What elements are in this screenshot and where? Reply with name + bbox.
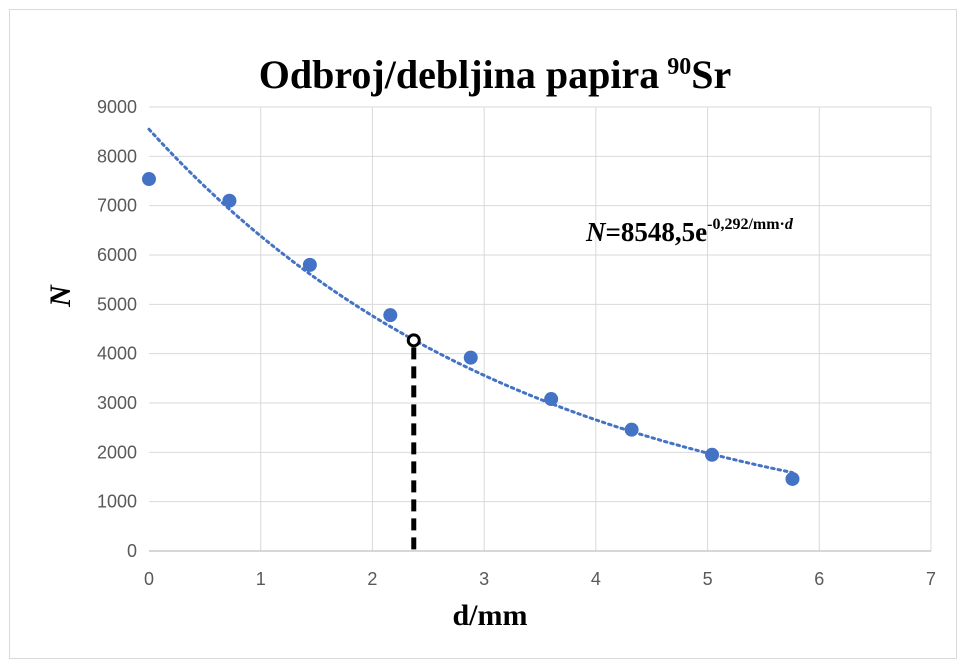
y-tick-label: 7000 (97, 196, 137, 216)
chart-frame: 0 1000 2000 3000 4000 5000 6000 7000 8000 9000 0 1 2… (9, 9, 957, 659)
data-point (785, 471, 800, 486)
chart-title: Odbroj/debljina papira 90Sr (259, 52, 731, 97)
chart-title-superscript: 90 (667, 54, 691, 80)
trendline (147, 127, 794, 475)
y-tick-label: 2000 (97, 442, 137, 462)
equation-exponent: -0,292/mm· (707, 216, 785, 233)
chart-title-text: Odbroj/debljina papira (259, 52, 659, 97)
y-tick-label: 4000 (97, 344, 137, 364)
x-tick-label: 1 (256, 569, 266, 589)
y-tick-label: 0 (127, 541, 137, 561)
y-tick-label: 6000 (97, 245, 137, 265)
data-point (544, 392, 559, 407)
grid (149, 106, 932, 551)
x-tick-label: 4 (591, 569, 601, 589)
chart: 0 1000 2000 3000 4000 5000 6000 7000 8000 9000 0 1 2… (44, 52, 936, 632)
y-tick-label: 9000 (97, 97, 137, 117)
y-tick-label: 8000 (97, 146, 137, 166)
y-axis-title: N (44, 284, 77, 308)
points-group (142, 172, 800, 486)
y-tick-label: 3000 (97, 393, 137, 413)
data-point (705, 447, 720, 462)
highlight-group (406, 333, 421, 554)
equation-main: =8548,5e (606, 217, 708, 247)
data-point (302, 257, 317, 272)
x-tick-label: 0 (144, 569, 154, 589)
data-point (463, 350, 478, 365)
chart-title-suffix: Sr (691, 52, 731, 97)
y-tick-label: 5000 (97, 294, 137, 314)
data-point (222, 193, 237, 208)
x-tick-label: 5 (703, 569, 713, 589)
x-tick-label: 2 (367, 569, 377, 589)
data-point (383, 308, 398, 323)
trend-equation: N=8548,5e-0,292/mm·d (585, 216, 794, 247)
equation-exponent-var: d (785, 216, 794, 233)
x-tick-label: 3 (479, 569, 489, 589)
data-point (142, 172, 156, 187)
x-tick-label: 7 (926, 569, 936, 589)
highlight-point (406, 333, 421, 348)
y-tick-label: 1000 (97, 492, 137, 512)
trendline-group (147, 127, 794, 475)
equation-lhs: N (585, 217, 607, 247)
x-tick-label: 6 (814, 569, 824, 589)
axes: 0 1000 2000 3000 4000 5000 6000 7000 8000 9000 0 1 2… (97, 97, 936, 589)
x-axis-title: d/mm (453, 599, 528, 632)
data-point (624, 422, 639, 437)
